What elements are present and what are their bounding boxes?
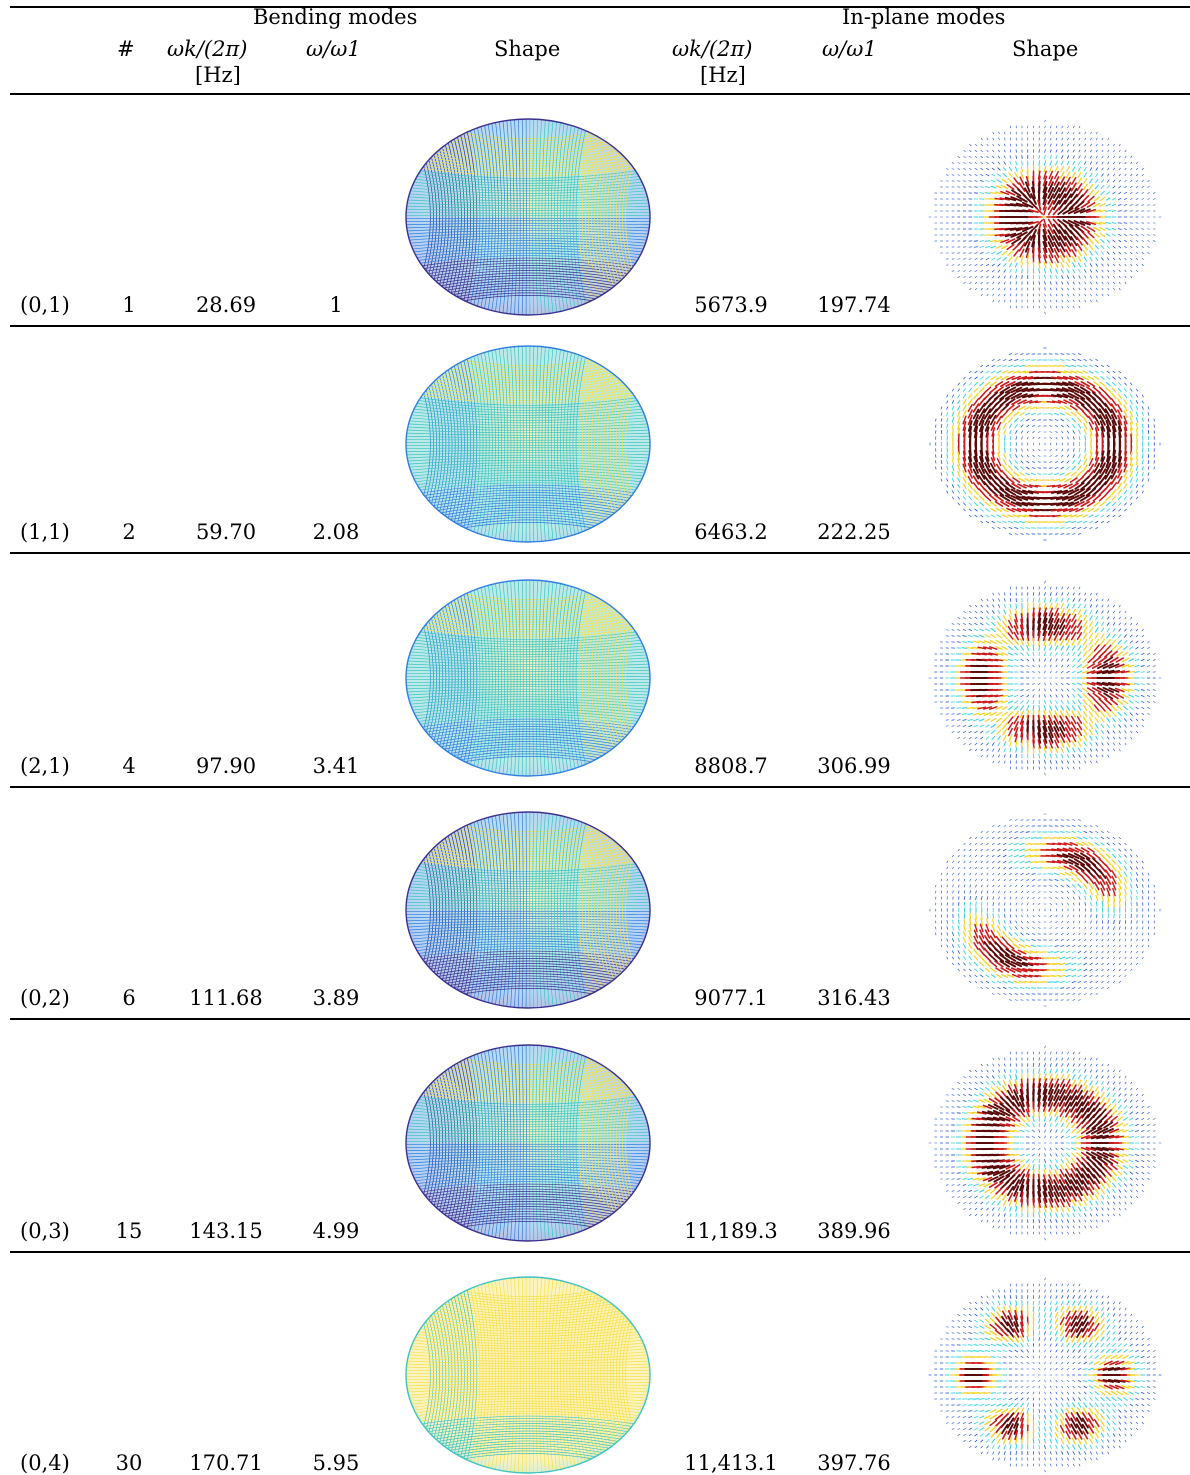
inplane-mode-shape xyxy=(927,119,1163,315)
inplane-ratio: 197.74 xyxy=(784,293,924,317)
bending-mode-shape xyxy=(403,344,653,544)
inplane-frequency: 6463.2 xyxy=(661,520,801,544)
row-separator xyxy=(10,1251,1190,1253)
col-header-inplane-frequency-unit: [Hz] xyxy=(700,63,746,87)
header-bottom-rule xyxy=(10,93,1190,95)
inplane-mode-shape xyxy=(927,580,1163,776)
bending-mode-shape xyxy=(403,578,653,778)
col-header-bending-ratio: ω/ω1 xyxy=(306,37,361,61)
bending-ratio: 4.99 xyxy=(266,1219,406,1243)
bending-ratio: 5.95 xyxy=(266,1451,406,1475)
top-rule xyxy=(10,6,1190,8)
col-header-inplane-ratio: ω/ω1 xyxy=(822,37,877,61)
bending-mode-shape xyxy=(403,1275,653,1475)
bending-mode-shape xyxy=(403,117,653,317)
col-header-inplane-frequency: ωk/(2π) xyxy=(672,37,752,61)
inplane-frequency: 8808.7 xyxy=(661,754,801,778)
bending-ratio: 2.08 xyxy=(266,520,406,544)
inplane-mode-shape xyxy=(927,346,1163,542)
inplane-ratio: 389.96 xyxy=(784,1219,924,1243)
row-separator xyxy=(10,552,1190,554)
inplane-modes-heading: In-plane modes xyxy=(842,5,1005,29)
col-header-bending-shape: Shape xyxy=(494,37,560,61)
bending-mode-shape xyxy=(403,1043,653,1243)
bending-modes-heading: Bending modes xyxy=(253,5,417,29)
bending-mode-shape xyxy=(403,810,653,1010)
inplane-mode-shape xyxy=(927,1277,1163,1473)
inplane-frequency: 9077.1 xyxy=(661,986,801,1010)
row-separator xyxy=(10,325,1190,327)
inplane-frequency: 11,189.3 xyxy=(661,1219,801,1243)
col-header-bending-frequency-unit: [Hz] xyxy=(195,63,241,87)
inplane-frequency: 11,413.1 xyxy=(661,1451,801,1475)
bending-ratio: 1 xyxy=(266,293,406,317)
col-header-number: # xyxy=(117,37,135,61)
inplane-ratio: 397.76 xyxy=(784,1451,924,1475)
inplane-mode-shape xyxy=(927,812,1163,1008)
col-header-bending-frequency: ωk/(2π) xyxy=(167,37,247,61)
bending-ratio: 3.89 xyxy=(266,986,406,1010)
inplane-ratio: 316.43 xyxy=(784,986,924,1010)
inplane-frequency: 5673.9 xyxy=(661,293,801,317)
col-header-inplane-shape: Shape xyxy=(1012,37,1078,61)
inplane-mode-shape xyxy=(927,1045,1163,1241)
row-separator xyxy=(10,786,1190,788)
inplane-ratio: 306.99 xyxy=(784,754,924,778)
row-separator xyxy=(10,1018,1190,1020)
bending-ratio: 3.41 xyxy=(266,754,406,778)
inplane-ratio: 222.25 xyxy=(784,520,924,544)
